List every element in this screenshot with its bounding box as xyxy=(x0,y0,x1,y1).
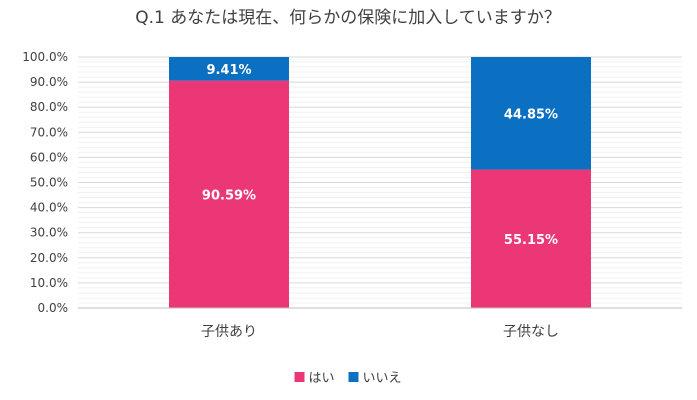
data-label: 55.15% xyxy=(504,233,558,248)
x-tick-label: 子供なし xyxy=(503,324,559,340)
y-tick-label: 10.0% xyxy=(30,276,68,290)
chart-title: Q.1 あなたは現在、何らかの保険に加入していますか？ xyxy=(135,8,561,28)
data-label: 44.85% xyxy=(504,107,558,122)
bar-segment xyxy=(471,57,591,170)
y-tick-label: 60.0% xyxy=(30,150,68,164)
y-tick-label: 80.0% xyxy=(30,100,68,114)
y-tick-label: 30.0% xyxy=(30,226,68,240)
y-tick-label: 50.0% xyxy=(30,176,68,190)
x-tick-label: 子供あり xyxy=(201,324,257,340)
y-tick-label: 40.0% xyxy=(30,201,68,215)
bar-segment xyxy=(169,57,289,81)
x-axis: 子供あり 子供なし xyxy=(78,307,682,340)
bar-segment xyxy=(471,169,591,308)
y-tick-label: 0.0% xyxy=(38,301,69,315)
legend: はい いいえ xyxy=(294,371,402,386)
y-tick-label: 20.0% xyxy=(30,251,68,265)
y-axis-tick-labels: 0.0% 10.0% 20.0% 30.0% 40.0% 50.0% 60.0% 70.0% 8… xyxy=(22,50,68,315)
data-label: 9.41% xyxy=(206,63,251,78)
y-tick-label: 90.0% xyxy=(30,75,68,89)
legend-label: いいえ xyxy=(363,371,402,386)
gridlines xyxy=(78,56,682,309)
bars: 90.59% 9.41% 55.15% 44.85% xyxy=(169,57,591,308)
y-tick-label: 100.0% xyxy=(22,50,68,64)
legend-swatch xyxy=(294,372,305,382)
bar-segment xyxy=(169,80,289,308)
data-label: 90.59% xyxy=(202,188,256,203)
legend-label: はい xyxy=(309,371,335,386)
legend-swatch xyxy=(348,372,359,382)
y-tick-label: 70.0% xyxy=(30,125,68,139)
